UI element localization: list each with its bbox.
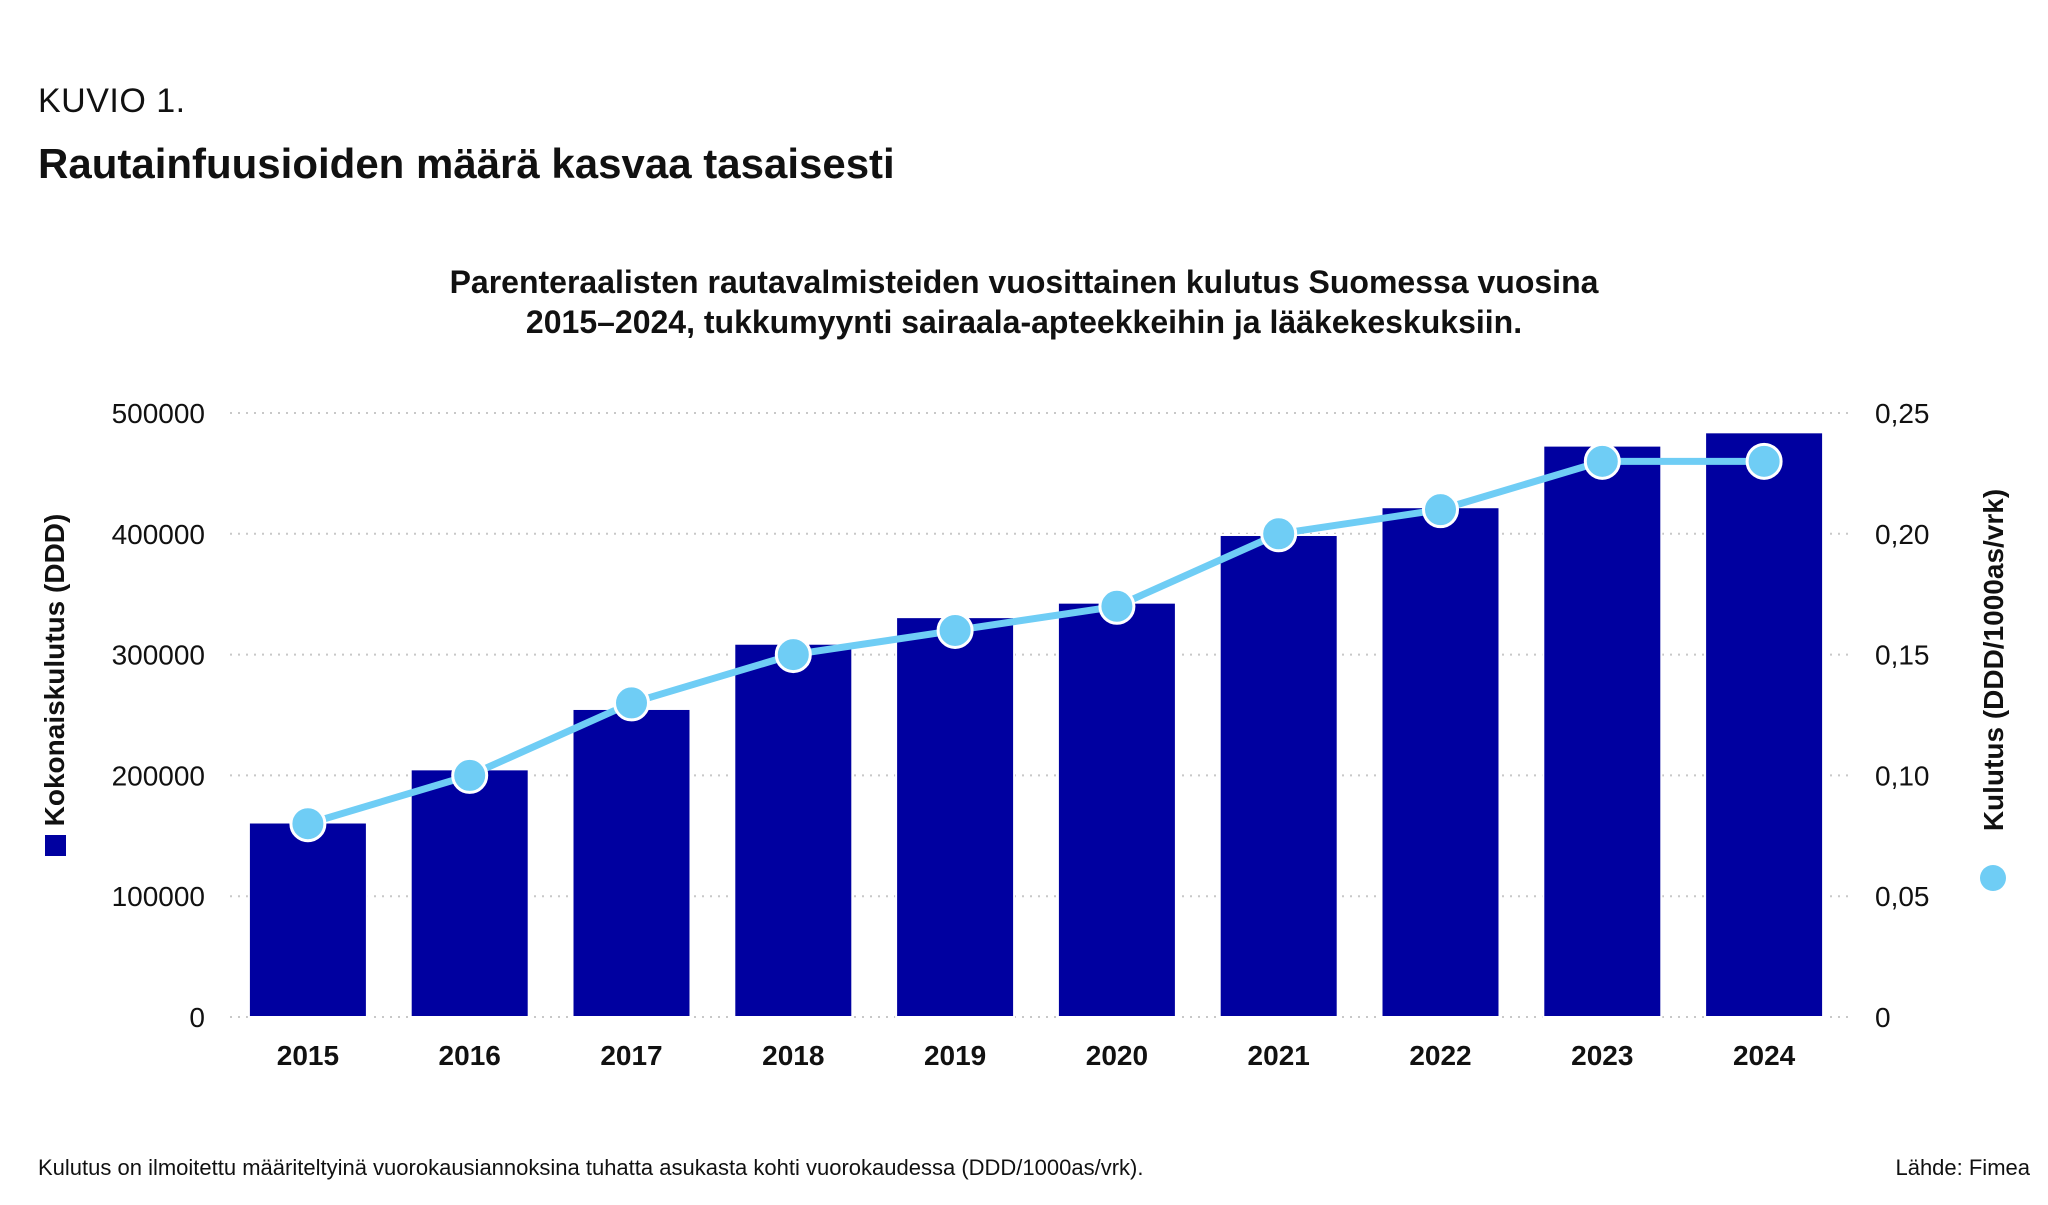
line-point (451, 756, 489, 794)
right-tick-label: 0,20 (1875, 519, 1930, 550)
line-point (936, 611, 974, 649)
line-point (1745, 442, 1783, 480)
line-point (1583, 442, 1621, 480)
bar (1704, 431, 1825, 1018)
bar (733, 642, 854, 1019)
category-label: 2024 (1733, 1040, 1796, 1071)
left-tick-label: 0 (189, 1002, 205, 1033)
category-label: 2023 (1571, 1040, 1633, 1071)
bar (571, 707, 692, 1019)
bar (247, 821, 368, 1019)
right-axis-label: Kulutus (DDD/1000as/vrk) (1978, 489, 2009, 831)
chart-title: Parenteraalisten rautavalmisteiden vuosi… (0, 262, 2048, 342)
bar (895, 616, 1016, 1018)
right-tick-label: 0,10 (1875, 760, 1930, 791)
line-point (1260, 515, 1298, 553)
right-tick-label: 0,25 (1875, 398, 1930, 429)
line-point (774, 636, 812, 674)
bar (1056, 601, 1177, 1018)
category-label: 2020 (1086, 1040, 1148, 1071)
line-point (289, 805, 327, 843)
chart-title-line-2: 2015–2024, tukkumyynti sairaala-apteekke… (525, 304, 1523, 340)
category-label: 2017 (600, 1040, 662, 1071)
line-point (1098, 587, 1136, 625)
category-label: 2015 (277, 1040, 339, 1071)
bar (1542, 444, 1663, 1018)
right-tick-label: 0 (1875, 1002, 1891, 1033)
bar (1218, 534, 1339, 1018)
footnote: Kulutus on ilmoitettu määriteltyinä vuor… (38, 1155, 1144, 1180)
category-label: 2016 (439, 1040, 501, 1071)
series-line (306, 457, 1765, 828)
left-tick-label: 400000 (112, 519, 205, 550)
right-legend-swatch (1980, 865, 2006, 891)
line-point (1422, 491, 1459, 529)
left-tick-label: 100000 (112, 881, 205, 912)
line-point (613, 684, 650, 722)
left-tick-label: 500000 (112, 398, 205, 429)
figure-number: KUVIO 1. (38, 82, 186, 120)
left-axis-label: Kokonaiskulutus (DDD) (39, 514, 70, 827)
bar (1380, 506, 1501, 1018)
source-note: Lähde: Fimea (1895, 1155, 2030, 1180)
chart-title-line-1: Parenteraalisten rautavalmisteiden vuosi… (449, 264, 1599, 300)
right-tick-label: 0,15 (1875, 640, 1930, 671)
category-label: 2021 (1248, 1040, 1310, 1071)
bar (409, 768, 530, 1018)
left-tick-label: 300000 (112, 640, 205, 671)
category-label: 2022 (1409, 1040, 1471, 1071)
left-legend-swatch (45, 835, 66, 856)
left-tick-label: 200000 (112, 760, 205, 791)
category-label: 2019 (924, 1040, 986, 1071)
right-tick-label: 0,05 (1875, 881, 1930, 912)
category-label: 2018 (762, 1040, 824, 1071)
figure-headline: Rautainfuusioiden määrä kasvaa tasaisest… (38, 140, 895, 187)
